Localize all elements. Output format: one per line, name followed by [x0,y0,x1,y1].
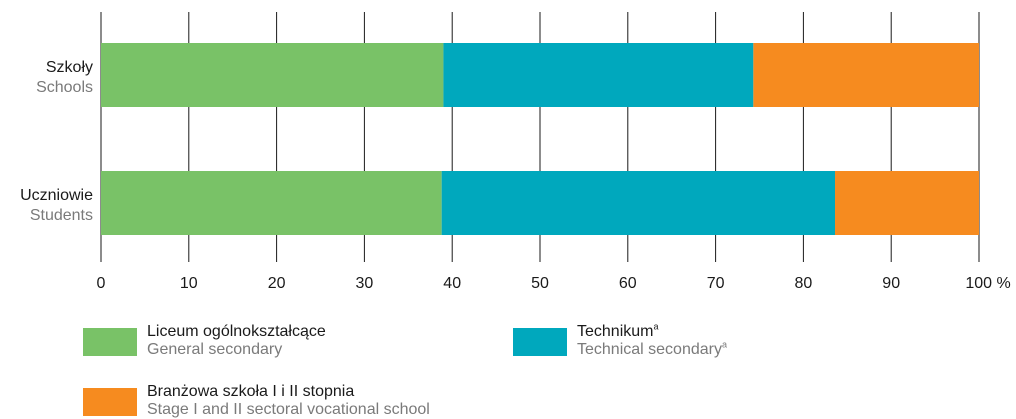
legend-label-pl: Branżowa szkoła I i II stopnia [147,383,354,401]
legend-swatch-general-secondary [83,328,137,356]
category-labels: Szkoły Schools Uczniowie Students [20,59,93,224]
category-label-pl: Szkoły [46,59,93,76]
stacked-bar-chart: Szkoły Schools Uczniowie Students 0 10 20 30 40… [0,0,1016,300]
legend-label-pl: Liceum ogólnokształcące [147,323,326,341]
legend-label-en: Stage I and II sectoral vocational schoo… [147,401,430,419]
bar-segment [443,43,753,107]
x-tick-label: 60 [619,275,637,292]
x-tick-label: 0 [97,275,106,292]
x-tick-labels: 0 10 20 30 40 50 60 70 80 90 100 % [97,275,1011,292]
x-tick-label: 40 [443,275,461,292]
legend-swatch-vocational-school [83,388,137,416]
bar-segment [101,43,443,107]
legend-label-en: General secondary [147,341,282,359]
category-label-en: Schools [36,79,93,96]
bar-segment [101,171,442,235]
x-tick-label: 80 [795,275,813,292]
bar-segment [442,171,835,235]
x-tick-label: 10 [180,275,198,292]
x-tick-label: 70 [707,275,725,292]
category-label-pl: Uczniowie [20,187,93,204]
category-label-en: Students [30,207,93,224]
x-tick-label: 100 % [965,275,1010,292]
legend-swatch-technical-secondary [513,328,567,356]
legend-label-en: Technical secondarya [577,341,727,359]
x-tick-label: 20 [268,275,286,292]
x-tick-label: 90 [882,275,900,292]
bar-segment [835,171,979,235]
x-tick-label: 50 [531,275,549,292]
x-tick-label: 30 [356,275,374,292]
bar-segment [753,43,979,107]
legend-label-pl: Technikuma [577,323,659,341]
